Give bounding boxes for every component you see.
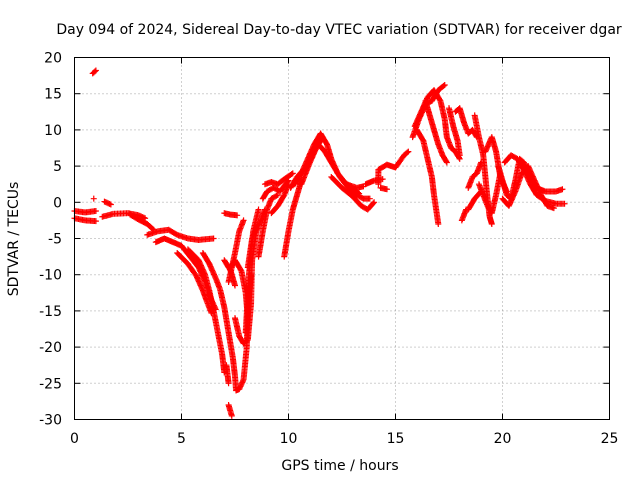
data-track (465, 188, 485, 213)
data-track (71, 215, 99, 225)
y-tick-labels: 20 15 10 5 0 -5 -10 -15 -20 -25 -30 (39, 51, 62, 429)
y-tick-label: -10 (39, 268, 62, 284)
y-tick-label: 0 (53, 195, 62, 211)
data-track (465, 159, 485, 191)
data-track (244, 224, 260, 271)
grid-lines (74, 57, 610, 420)
y-tick-label: 15 (44, 87, 62, 103)
data-track (328, 173, 378, 213)
data-track (255, 192, 281, 260)
axis-ticks (74, 57, 610, 420)
data-track (268, 181, 292, 217)
data-track (101, 198, 114, 208)
data-track (375, 148, 412, 188)
data-track (90, 195, 97, 202)
data-track (281, 177, 305, 260)
x-tick-label: 0 (70, 431, 79, 447)
y-tick-label: -20 (39, 340, 62, 356)
data-track (446, 105, 463, 159)
data-track (89, 67, 99, 77)
y-tick-label: 20 (44, 51, 62, 67)
data-track (144, 226, 217, 243)
data-track (174, 249, 215, 317)
y-tick-label: 5 (53, 159, 62, 175)
data-track (452, 105, 480, 141)
data-series (71, 67, 568, 419)
data-track (223, 362, 232, 387)
y-axis-label: SDTVAR / TECUs (6, 182, 22, 297)
data-track (341, 179, 363, 197)
data-track (127, 211, 157, 233)
data-track (377, 184, 390, 193)
data-track (184, 246, 228, 376)
y-tick-label: -5 (48, 232, 62, 248)
data-track (225, 402, 235, 419)
series-sdtvar (71, 67, 568, 419)
data-track (422, 97, 450, 166)
x-tick-label: 20 (494, 431, 512, 447)
x-tick-labels: 0 5 10 15 20 25 (70, 431, 618, 447)
y-tick-label: -30 (39, 413, 62, 429)
data-track (71, 207, 99, 216)
data-track (261, 170, 296, 188)
x-tick-label: 25 (601, 431, 619, 447)
x-tick-label: 15 (387, 431, 405, 447)
data-track (413, 126, 442, 228)
x-tick-label: 10 (280, 431, 298, 447)
y-tick-label: 10 (44, 123, 62, 139)
y-tick-label: -15 (39, 304, 62, 320)
x-tick-label: 5 (177, 431, 186, 447)
data-track (298, 134, 326, 188)
data-track (221, 210, 241, 219)
data-track (499, 163, 557, 212)
y-tick-label: -25 (39, 376, 62, 392)
x-axis-label: GPS time / hours (281, 458, 398, 474)
chart-title: Day 094 of 2024, Sidereal Day-to-day VTE… (56, 22, 622, 38)
